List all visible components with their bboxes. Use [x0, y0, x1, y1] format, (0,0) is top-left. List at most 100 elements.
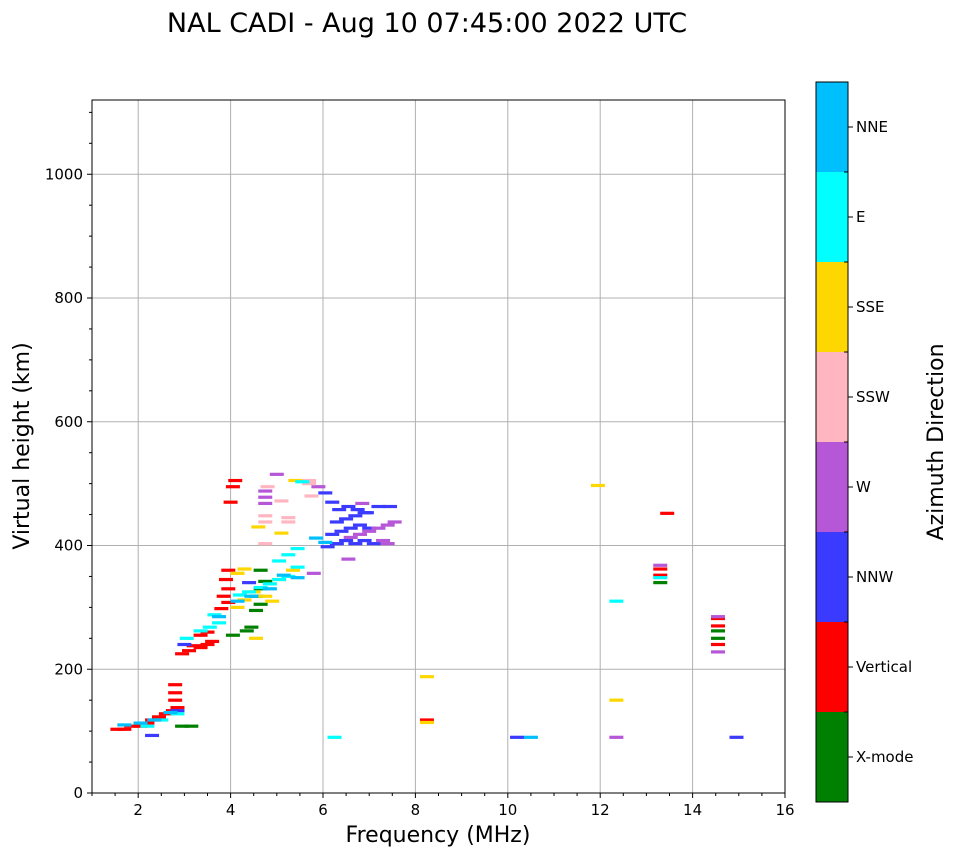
data-point-w: [269, 472, 284, 476]
data-point-x-mode: [253, 568, 268, 572]
data-point-vertical: [186, 644, 201, 648]
data-point-vertical: [225, 485, 240, 489]
data-point-e: [290, 565, 305, 569]
data-point-e: [272, 577, 287, 582]
data-point-vertical: [223, 500, 238, 504]
data-point-vertical: [221, 600, 236, 605]
data-point-vertical: [200, 642, 215, 647]
data-point-x-mode: [225, 633, 240, 637]
colorbar-tick-label: E: [856, 208, 865, 226]
data-point-w: [371, 526, 386, 530]
data-point-nnw: [339, 538, 354, 543]
data-point-nnw: [332, 508, 347, 512]
data-point-w: [352, 532, 367, 536]
data-point-nne: [212, 615, 227, 619]
colorbar-border: [815, 81, 849, 803]
x-tick-label: 4: [226, 801, 236, 819]
data-point-nnw: [350, 508, 365, 512]
data-point-vertical: [221, 568, 236, 572]
plot-frame: [91, 99, 786, 794]
y-tick-label: 0: [73, 784, 83, 802]
data-point-ssw: [258, 520, 273, 524]
y-tick-label: 400: [54, 537, 83, 555]
data-point-e: [207, 613, 222, 617]
data-point-nne: [147, 718, 162, 722]
data-point-w: [355, 501, 370, 506]
data-point-nnw: [510, 735, 525, 739]
data-point-vertical: [711, 616, 726, 621]
data-point-nnw: [366, 542, 381, 546]
data-point-nnw: [320, 545, 335, 549]
data-point-e: [212, 621, 227, 625]
data-point-sse: [285, 568, 300, 572]
data-point-vertical: [653, 567, 668, 571]
data-point-vertical: [660, 511, 675, 515]
data-point-nne: [133, 721, 148, 725]
data-point-e: [609, 599, 624, 603]
data-point-nnw: [382, 504, 397, 509]
colorbar-segment-e: [816, 172, 848, 262]
data-point-e: [653, 576, 668, 580]
y-tick-label: 200: [54, 660, 83, 678]
data-point-x-mode: [258, 579, 273, 583]
data-point-nnw: [334, 529, 349, 533]
axis-ticks: 2 4 6 8 10 12 14 16 0 200 400 600 800 1000: [45, 111, 795, 819]
data-point-vertical: [221, 587, 236, 591]
data-point-nnw: [352, 523, 367, 527]
data-point-w: [258, 495, 273, 499]
data-point-sse: [258, 594, 273, 598]
data-point-vertical: [193, 633, 208, 637]
data-point-sse: [251, 525, 266, 529]
data-point-e: [262, 582, 277, 586]
data-point-w: [711, 650, 726, 654]
data-point-e: [193, 629, 208, 633]
colorbar-segment-sse: [816, 262, 848, 352]
data-point-sse: [230, 571, 245, 575]
data-point-vertical: [205, 639, 220, 644]
data-point-e: [232, 593, 247, 597]
data-point-nne: [309, 536, 324, 540]
data-point-vertical: [182, 649, 197, 653]
data-point-nnw: [318, 491, 333, 495]
data-points: [110, 472, 744, 739]
colorbar-segment-x-mode: [816, 712, 848, 802]
x-tick-label: 14: [683, 801, 702, 819]
data-point-sse: [237, 567, 252, 571]
data-point-vertical: [170, 706, 185, 710]
data-point-nne: [117, 723, 132, 727]
data-point-sse: [230, 605, 245, 609]
grid: [92, 100, 785, 793]
data-point-w: [306, 571, 321, 575]
data-point-ssw: [258, 542, 273, 546]
data-point-nnw: [329, 520, 344, 524]
colorbar-segment-nnw: [816, 532, 848, 622]
data-point-nne: [276, 573, 291, 577]
data-point-ssw: [281, 516, 296, 520]
data-point-vertical: [193, 645, 208, 650]
data-point-e: [242, 590, 257, 594]
data-point-e: [253, 585, 268, 590]
data-point-ssw: [304, 494, 319, 498]
data-point-vertical: [168, 691, 183, 695]
data-point-w: [343, 535, 358, 540]
data-point-vertical: [653, 573, 668, 577]
data-point-ssw: [274, 499, 289, 503]
x-tick-label: 16: [775, 801, 794, 819]
data-point-vertical: [168, 683, 183, 687]
colorbar-segment-w: [816, 442, 848, 532]
data-point-nnw: [343, 526, 358, 530]
data-point-w: [311, 485, 326, 489]
y-axis-label: Virtual height (km): [10, 342, 35, 549]
colorbar-tick-label: SSW: [856, 388, 890, 406]
data-point-nnw: [242, 581, 257, 585]
colorbar-tick-label: SSE: [856, 298, 885, 316]
data-point-vertical: [168, 698, 183, 702]
data-point-w: [376, 538, 391, 543]
data-point-vertical: [216, 594, 231, 598]
data-point-e: [140, 724, 155, 728]
data-point-nnw: [362, 526, 377, 530]
x-tick-label: 2: [133, 801, 143, 819]
data-point-x-mode: [244, 625, 259, 629]
x-tick-label: 8: [411, 801, 421, 819]
